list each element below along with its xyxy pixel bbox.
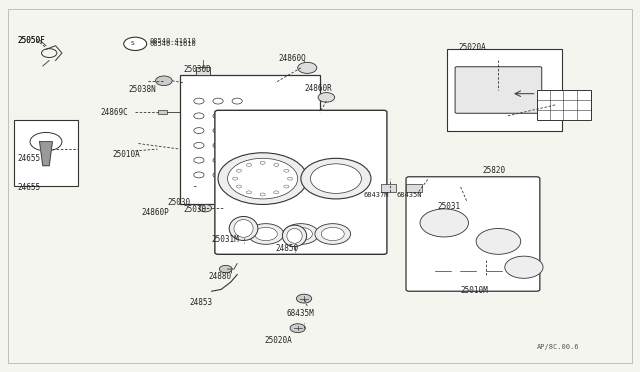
FancyBboxPatch shape — [215, 110, 387, 254]
Text: 68435N: 68435N — [396, 192, 422, 198]
Text: 24853: 24853 — [189, 298, 212, 307]
Text: 25010M: 25010M — [460, 286, 488, 295]
Ellipse shape — [287, 228, 302, 243]
Circle shape — [283, 224, 319, 244]
FancyBboxPatch shape — [180, 75, 320, 205]
Text: 25020A: 25020A — [265, 336, 292, 345]
FancyBboxPatch shape — [537, 90, 591, 119]
Circle shape — [218, 153, 307, 205]
FancyBboxPatch shape — [381, 184, 396, 192]
Text: 25030: 25030 — [183, 205, 206, 215]
Text: 24655: 24655 — [17, 154, 40, 163]
Text: S: S — [130, 41, 134, 46]
Circle shape — [199, 205, 212, 212]
Text: 25038N: 25038N — [129, 85, 157, 94]
Text: 25031: 25031 — [438, 202, 461, 211]
Text: 25030: 25030 — [167, 198, 190, 207]
Circle shape — [310, 164, 362, 193]
FancyBboxPatch shape — [455, 67, 541, 113]
Text: 08540-41610: 08540-41610 — [149, 38, 196, 44]
Text: 24860R: 24860R — [304, 84, 332, 93]
Circle shape — [318, 93, 335, 102]
FancyBboxPatch shape — [196, 67, 210, 75]
Circle shape — [124, 37, 147, 51]
Text: 08540-41610: 08540-41610 — [149, 41, 196, 47]
Circle shape — [315, 224, 351, 244]
Circle shape — [228, 158, 298, 199]
Text: AP/8C.00.6: AP/8C.00.6 — [537, 344, 579, 350]
Circle shape — [321, 227, 344, 241]
Circle shape — [220, 265, 232, 273]
FancyBboxPatch shape — [14, 119, 78, 186]
Text: 24869C: 24869C — [100, 108, 128, 118]
Text: 25050F: 25050F — [17, 36, 45, 45]
Circle shape — [298, 62, 317, 73]
Circle shape — [290, 324, 305, 333]
Circle shape — [254, 227, 277, 241]
Circle shape — [505, 256, 543, 278]
Text: 24880: 24880 — [209, 272, 232, 281]
Circle shape — [420, 209, 468, 237]
Text: 24655: 24655 — [17, 183, 40, 192]
Text: 24860P: 24860P — [141, 208, 170, 217]
Circle shape — [156, 76, 172, 86]
Text: 25030D: 25030D — [183, 65, 211, 74]
Text: 68437M: 68437M — [364, 192, 389, 198]
Ellipse shape — [282, 225, 307, 247]
Text: 25820: 25820 — [483, 166, 506, 175]
Text: 25031M: 25031M — [212, 235, 239, 244]
Text: 68435M: 68435M — [286, 309, 314, 318]
Circle shape — [248, 224, 284, 244]
Circle shape — [476, 228, 521, 254]
FancyBboxPatch shape — [406, 177, 540, 291]
FancyBboxPatch shape — [157, 110, 167, 114]
Circle shape — [296, 294, 312, 303]
FancyBboxPatch shape — [406, 184, 422, 192]
Text: 25020A: 25020A — [459, 43, 486, 52]
Text: 25050F: 25050F — [17, 36, 45, 45]
Text: 24860Q: 24860Q — [278, 54, 307, 63]
Polygon shape — [40, 142, 52, 166]
Text: 24850: 24850 — [275, 244, 298, 253]
Ellipse shape — [234, 219, 253, 237]
Circle shape — [289, 227, 312, 241]
FancyBboxPatch shape — [8, 9, 632, 363]
FancyBboxPatch shape — [447, 49, 562, 131]
Ellipse shape — [229, 217, 258, 240]
Circle shape — [301, 158, 371, 199]
Text: 25010A: 25010A — [113, 150, 141, 159]
